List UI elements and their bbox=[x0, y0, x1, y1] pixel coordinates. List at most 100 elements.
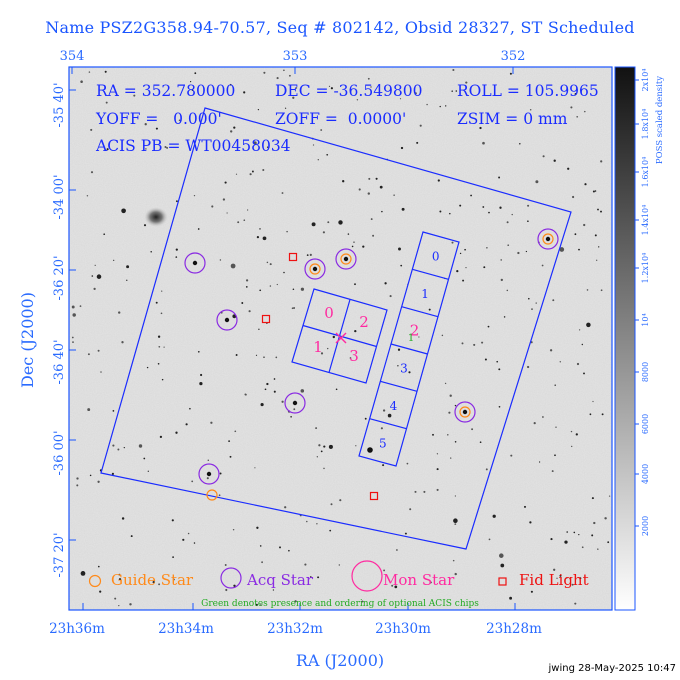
background-star bbox=[292, 96, 295, 99]
background-star bbox=[269, 263, 272, 266]
background-star bbox=[456, 269, 459, 273]
background-star bbox=[594, 190, 597, 192]
background-star bbox=[529, 521, 532, 524]
legend-mon-icon bbox=[351, 560, 383, 592]
colorbar-tick-label: 1.6x10⁴ bbox=[641, 157, 650, 188]
background-star bbox=[499, 553, 504, 558]
background-star bbox=[379, 185, 383, 189]
background-star bbox=[414, 490, 417, 493]
bottom-tick-2: 23h34m bbox=[158, 621, 214, 637]
background-star bbox=[583, 223, 586, 227]
background-star bbox=[197, 350, 200, 353]
background-star bbox=[318, 444, 321, 447]
background-star bbox=[572, 195, 575, 199]
background-star bbox=[121, 517, 125, 520]
background-star bbox=[396, 549, 398, 551]
acq-star-marker bbox=[216, 309, 238, 331]
background-star bbox=[71, 305, 75, 309]
background-star bbox=[574, 233, 577, 236]
background-star bbox=[160, 312, 163, 315]
background-star bbox=[266, 146, 269, 148]
info-dec: DEC = -36.549800 bbox=[275, 82, 423, 100]
background-star bbox=[235, 354, 238, 356]
background-star bbox=[575, 433, 578, 436]
background-star bbox=[233, 126, 236, 129]
background-star bbox=[158, 583, 161, 586]
background-star bbox=[191, 480, 194, 483]
background-star bbox=[473, 343, 476, 346]
background-star bbox=[72, 313, 76, 317]
background-star bbox=[97, 565, 100, 568]
background-star bbox=[564, 540, 568, 544]
background-star bbox=[394, 585, 398, 589]
background-star bbox=[471, 428, 474, 431]
bottom-tick-5: 23h28m bbox=[486, 621, 542, 637]
left-tick-2: -34 00' bbox=[52, 174, 67, 219]
background-star bbox=[354, 329, 357, 333]
background-star bbox=[225, 588, 228, 592]
colorbar-tick-label: 1.8x10⁴ bbox=[641, 109, 650, 140]
background-star bbox=[230, 263, 236, 269]
background-star bbox=[375, 177, 378, 180]
background-star bbox=[266, 261, 269, 264]
background-star bbox=[144, 123, 147, 126]
star bbox=[224, 317, 230, 323]
background-star bbox=[449, 394, 452, 397]
tick-marks bbox=[69, 67, 516, 610]
background-star bbox=[130, 535, 133, 538]
background-star bbox=[145, 148, 147, 150]
legend-acq-label: Acq Star bbox=[246, 571, 314, 589]
galaxy-blob bbox=[144, 207, 168, 227]
background-star bbox=[293, 408, 296, 411]
acis-s-divider bbox=[390, 343, 428, 355]
background-star bbox=[175, 256, 178, 258]
background-star bbox=[193, 194, 196, 197]
background-star bbox=[529, 108, 532, 111]
background-star bbox=[600, 289, 603, 292]
background-star bbox=[262, 168, 265, 172]
background-star bbox=[500, 259, 503, 261]
background-star bbox=[570, 430, 573, 433]
background-star bbox=[143, 224, 147, 227]
background-star bbox=[191, 89, 194, 91]
background-star bbox=[530, 590, 533, 593]
background-star bbox=[584, 110, 586, 113]
acis-s-chip-5: 5 bbox=[379, 436, 387, 450]
background-star bbox=[219, 472, 222, 475]
background-star bbox=[358, 188, 361, 191]
background-star bbox=[492, 514, 496, 518]
background-star bbox=[498, 405, 501, 408]
background-star bbox=[276, 283, 278, 286]
background-star bbox=[327, 347, 329, 350]
background-star bbox=[80, 80, 83, 83]
background-star bbox=[97, 349, 100, 352]
background-star bbox=[507, 244, 510, 247]
background-star bbox=[523, 505, 527, 508]
background-star bbox=[510, 454, 513, 457]
star bbox=[462, 409, 468, 415]
background-star bbox=[439, 105, 441, 108]
background-star bbox=[517, 251, 520, 255]
background-star bbox=[436, 453, 439, 455]
background-star bbox=[320, 352, 324, 355]
background-star bbox=[129, 603, 132, 606]
background-star bbox=[261, 561, 263, 564]
acis-s-chip-0: 0 bbox=[432, 250, 440, 264]
background-star bbox=[330, 503, 333, 506]
background-star bbox=[571, 445, 573, 448]
background-star bbox=[576, 115, 579, 118]
background-star bbox=[496, 360, 499, 363]
background-star bbox=[288, 74, 291, 77]
background-star bbox=[578, 248, 580, 251]
colorbar-label: POSS scaled density bbox=[655, 76, 665, 164]
background-star bbox=[150, 251, 152, 253]
background-star bbox=[323, 467, 325, 470]
colorbar-tick-label: 10⁴ bbox=[641, 313, 650, 326]
background-star bbox=[566, 577, 568, 579]
acis-s-divider bbox=[380, 380, 418, 392]
colorbar-tick-label: 4000 bbox=[641, 464, 650, 484]
background-star bbox=[586, 289, 589, 291]
guide-star-marker bbox=[206, 489, 218, 501]
background-star bbox=[362, 245, 365, 248]
background-star bbox=[353, 241, 355, 243]
